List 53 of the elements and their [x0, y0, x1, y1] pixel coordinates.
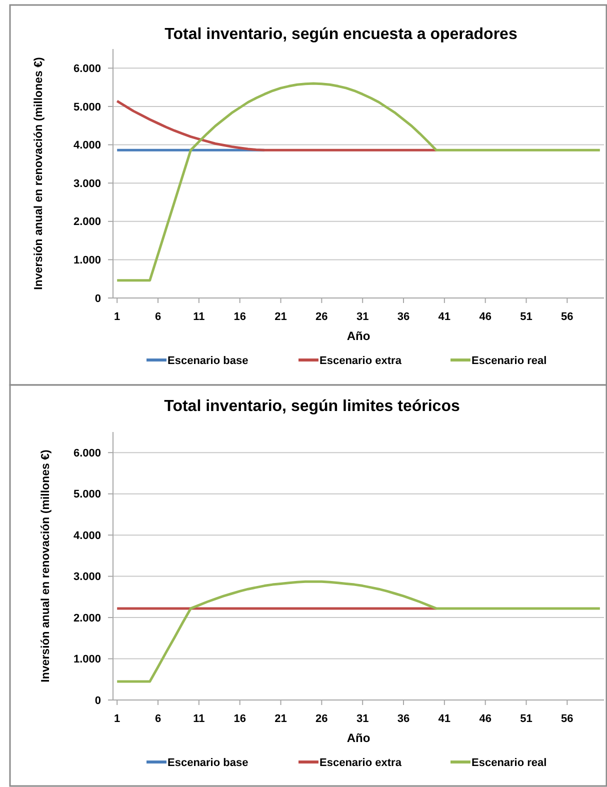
x-tick-label: 51	[520, 311, 532, 323]
y-tick-label: 5.000	[73, 101, 101, 114]
x-tick-label: 6	[154, 713, 162, 725]
x-tick-label: 36	[397, 713, 410, 725]
y-tick-label: 3.000	[73, 178, 101, 190]
y-tick-label: 1.000	[73, 654, 101, 666]
y-tick-label: 3.000	[73, 571, 101, 584]
line-series	[116, 82, 602, 282]
legend-label: Escenario extra	[320, 756, 402, 769]
x-tick-label: 26	[316, 311, 328, 323]
y-tick-label: 6.000	[73, 63, 101, 76]
x-axis-title: Año	[346, 329, 370, 343]
x-tick-label: 36	[397, 311, 410, 323]
y-tick-label: 2.000	[73, 612, 101, 624]
legend-label: Escenario base	[168, 756, 248, 769]
chart-title: Total inventario, según encuesta a operadores	[164, 26, 518, 43]
x-tick-label: 1	[114, 713, 120, 725]
x-tick-label: 16	[234, 311, 246, 323]
line-series	[116, 100, 438, 152]
y-tick-label: 1.000	[73, 254, 101, 267]
x-tick-label: 46	[479, 311, 492, 323]
x-tick-label: 51	[520, 713, 532, 725]
x-tick-label: 46	[479, 713, 492, 725]
chart-title: Total inventario, según limites teóricos	[164, 398, 460, 415]
x-tick-label: 31	[356, 311, 369, 323]
y-axis-title: Inversión anual en renovación (millones €)	[40, 450, 52, 682]
x-tick-label: 56	[561, 311, 574, 323]
y-tick-label: 4.000	[73, 530, 101, 542]
y-tick-label: 0	[94, 292, 101, 305]
y-tick-label: 2.000	[73, 216, 101, 228]
legend-label: Escenario real	[472, 354, 547, 367]
y-tick-label: 6.000	[73, 447, 101, 460]
x-tick-label: 31	[356, 713, 369, 725]
x-tick-label: 21	[274, 713, 287, 725]
x-axis-title: Año	[346, 731, 370, 745]
x-tick-label: 11	[193, 713, 205, 725]
x-tick-label: 1	[114, 311, 120, 323]
legend-label: Escenario real	[472, 756, 547, 769]
y-tick-label: 5.000	[73, 488, 101, 501]
x-tick-label: 6	[154, 311, 162, 323]
y-tick-label: 0	[94, 694, 101, 707]
x-tick-label: 16	[234, 713, 246, 725]
x-tick-label: 26	[316, 713, 328, 725]
x-tick-label: 41	[438, 713, 451, 725]
x-tick-label: 21	[274, 311, 287, 323]
x-tick-label: 11	[193, 311, 205, 323]
y-axis-title: Inversión anual en renovación (millones €)	[33, 57, 46, 290]
legend-label: Escenario base	[168, 354, 248, 367]
line-series	[116, 580, 602, 683]
x-tick-label: 56	[561, 713, 574, 725]
y-tick-label: 4.000	[73, 140, 101, 152]
legend-label: Escenario extra	[320, 354, 402, 367]
x-tick-label: 41	[438, 311, 451, 323]
